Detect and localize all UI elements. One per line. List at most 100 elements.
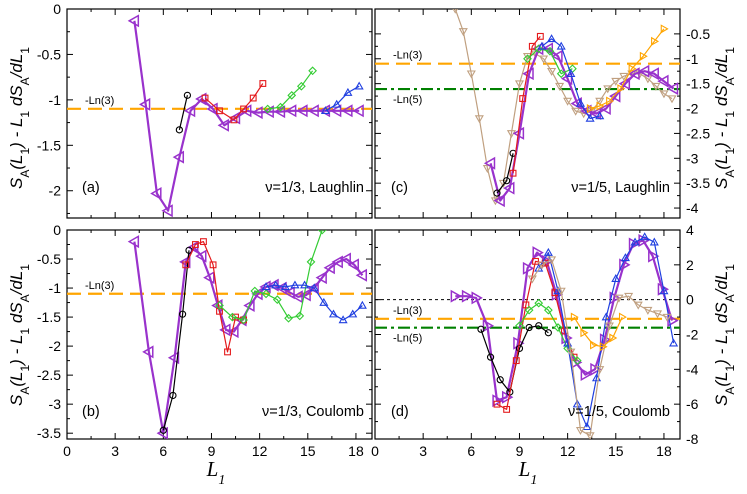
data-point xyxy=(620,253,630,262)
series-red xyxy=(493,257,578,413)
data-point xyxy=(522,67,534,81)
data-point xyxy=(551,289,559,297)
y-axis-label-part: 1 xyxy=(18,47,32,54)
y-tick-label: -0.5 xyxy=(686,26,710,42)
data-point xyxy=(609,89,621,103)
data-point xyxy=(280,282,290,291)
data-point xyxy=(547,256,557,265)
tick-group: 0 3 6 9 12 15 18 0 -0.5 -1 -1.5 -2 -2.5 -3 -3.5 xyxy=(37,222,372,459)
data-point xyxy=(183,104,196,118)
x-tick-label: 6 xyxy=(159,443,167,459)
y-tick-label: 4 xyxy=(686,222,694,238)
data-point xyxy=(599,102,611,116)
data-point xyxy=(666,82,679,96)
data-point xyxy=(200,238,207,246)
data-point xyxy=(295,311,305,321)
series-brown xyxy=(452,9,677,206)
data-point xyxy=(640,232,650,241)
y-axis-label-part: 1 xyxy=(18,264,32,271)
data-point xyxy=(329,104,342,118)
data-point xyxy=(175,126,183,134)
data-point xyxy=(572,356,582,366)
data-point xyxy=(545,46,555,56)
panel-a: 0 -0.5 -1 -1.5 -2 -Ln(3) (a) ν=1/3, Laughlin xyxy=(37,1,373,219)
y-axis-label-part: ) - L xyxy=(712,335,731,367)
data-point xyxy=(556,287,566,296)
series-blue xyxy=(261,280,367,324)
series-line xyxy=(204,83,264,121)
data-point xyxy=(159,426,167,434)
y-tick-label: -3.5 xyxy=(37,425,61,441)
data-point xyxy=(273,105,286,119)
y-tick-label: -1 xyxy=(686,51,699,67)
series-purple xyxy=(483,42,679,208)
reference-lines: -Ln(3) -Ln(5) xyxy=(375,299,680,345)
y-tick-label: 2 xyxy=(686,257,694,273)
data-point xyxy=(649,237,659,246)
y-tick-label: -2 xyxy=(686,101,699,117)
data-point xyxy=(580,104,592,118)
x-axis-label-part: L xyxy=(518,457,531,481)
data-point xyxy=(172,150,185,164)
y-tick-label: 0 xyxy=(53,222,61,238)
data-point xyxy=(630,237,640,246)
data-point xyxy=(300,280,310,289)
x-tick-label: 12 xyxy=(560,443,576,459)
y-axis-label-part: ) - L xyxy=(712,118,731,150)
data-point xyxy=(637,64,650,78)
x-tick-label: 3 xyxy=(111,443,119,459)
data-point xyxy=(203,271,215,285)
x-tick-label: 9 xyxy=(516,443,524,459)
y-tick-label: -3 xyxy=(686,150,699,166)
data-point xyxy=(263,104,273,114)
data-point xyxy=(537,41,547,50)
data-point xyxy=(493,194,505,208)
data-point xyxy=(228,111,241,125)
y-tick-label: -1 xyxy=(49,92,62,108)
panel-label: (c) xyxy=(391,180,408,196)
y-axis-label-part: 1 xyxy=(723,111,737,118)
data-point xyxy=(317,230,327,235)
y-axis-label-part: S xyxy=(712,177,731,189)
data-point xyxy=(127,14,140,28)
y-tick-label: -4 xyxy=(686,200,699,216)
data-point xyxy=(595,366,605,375)
y-axis-label: SA(L1) - L1 dSA/dL1 xyxy=(7,264,32,406)
data-point xyxy=(219,323,231,337)
data-point xyxy=(619,72,629,81)
y-axis-label-part: /dL xyxy=(7,271,26,296)
data-point xyxy=(156,426,168,439)
y-axis-label-part: 1 xyxy=(723,148,737,155)
data-point xyxy=(624,292,634,301)
data-point xyxy=(553,323,563,332)
data-point xyxy=(216,107,223,115)
data-point xyxy=(355,268,368,282)
data-point xyxy=(586,103,595,114)
y-tick-label: -3.5 xyxy=(686,175,710,191)
series-line xyxy=(219,230,323,321)
panel-frame xyxy=(66,8,373,219)
data-point xyxy=(509,169,517,177)
data-point xyxy=(179,255,191,269)
data-point xyxy=(352,104,364,118)
y-tick-label: -1 xyxy=(49,280,62,296)
y-tick-label: -0.5 xyxy=(37,251,61,267)
data-point xyxy=(347,258,359,272)
data-point xyxy=(534,263,544,272)
y-axis-label-part: dS xyxy=(7,85,26,111)
x-tick-label: 9 xyxy=(208,443,216,459)
data-point xyxy=(503,181,515,195)
x-tick-label: 15 xyxy=(608,443,624,459)
y-tick-label: -3 xyxy=(49,396,62,412)
x-tick-label: 18 xyxy=(348,443,364,459)
data-point xyxy=(604,322,614,331)
y-axis-label-part: ) - L xyxy=(7,118,26,150)
series-black xyxy=(159,246,193,434)
data-point xyxy=(183,91,192,99)
data-point xyxy=(595,97,605,106)
data-point xyxy=(606,96,615,106)
data-point xyxy=(178,310,187,318)
data-point xyxy=(461,289,474,303)
series-blue xyxy=(320,81,364,115)
data-point xyxy=(662,313,672,322)
